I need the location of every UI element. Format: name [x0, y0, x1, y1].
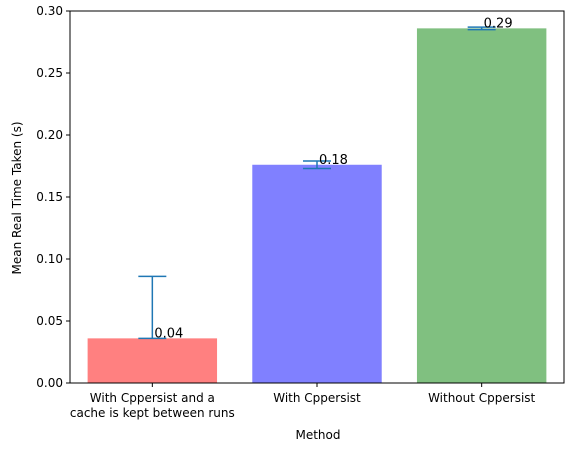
x-tick-label-2-0: Without Cppersist: [428, 391, 535, 405]
y-tick-label-3: 0.15: [36, 190, 63, 204]
y-axis: 0.00 0.05 0.10 0.15 0.20 0.25 0.30: [36, 4, 70, 390]
bar-1: [252, 164, 382, 383]
data-label-2: 0.29: [484, 16, 513, 31]
error-bars-layer: [138, 26, 496, 340]
bar-0: [87, 338, 218, 383]
y-tick-label-4: 0.20: [36, 128, 63, 142]
data-labels-layer: 0.04 0.18 0.29: [154, 16, 512, 341]
x-tick-label-1-0: With Cppersist: [273, 391, 361, 405]
y-tick-label-0: 0.00: [36, 376, 63, 390]
x-tick-label-0-1: cache is kept between runs: [70, 406, 235, 420]
bars-layer: [87, 28, 547, 384]
x-axis-label: Method: [295, 428, 340, 442]
data-label-0: 0.04: [154, 326, 183, 341]
x-tick-label-0-0: With Cppersist and a: [90, 391, 215, 405]
bar-2: [416, 28, 547, 384]
y-tick-label-2: 0.10: [36, 252, 63, 266]
y-tick-label-5: 0.25: [36, 66, 63, 80]
y-tick-label-1: 0.05: [36, 314, 63, 328]
y-axis-label: Mean Real Time Taken (s): [10, 121, 24, 274]
data-label-1: 0.18: [319, 153, 348, 168]
y-tick-label-6: 0.30: [36, 4, 63, 18]
